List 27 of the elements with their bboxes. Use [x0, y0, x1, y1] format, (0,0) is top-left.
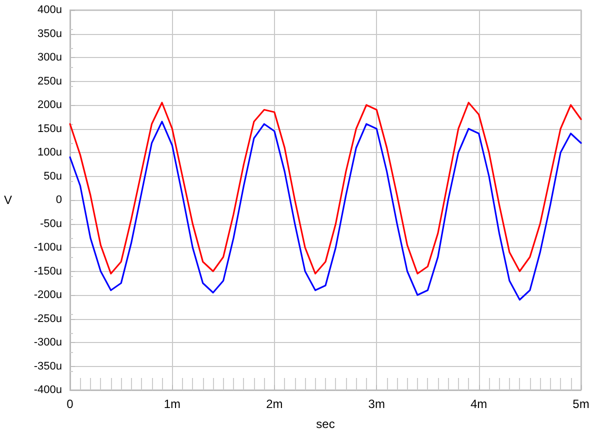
y-tick-label: 0 [56, 194, 62, 206]
y-tick-label: 100u [38, 146, 62, 158]
y-tick-label: 300u [38, 52, 62, 64]
y-tick-label: 150u [38, 122, 62, 135]
y-tick-label: 200u [38, 99, 62, 111]
y-tick-label: 50u [44, 170, 62, 182]
y-tick-label: -250u [34, 312, 62, 325]
x-axis-title: sec [316, 417, 335, 431]
y-tick-label: -50u [40, 218, 62, 230]
y-tick-label: -350u [34, 360, 62, 372]
x-tick-label: 4m [470, 397, 488, 411]
y-tick-label: 400u [38, 4, 62, 16]
x-tick-label: 0 [66, 397, 74, 411]
y-tick-label: -100u [34, 242, 62, 254]
y-tick-label: -150u [34, 265, 62, 278]
y-axis-title: V [4, 193, 12, 207]
line-series [69, 120, 582, 301]
y-tick-label: -200u [34, 289, 62, 301]
y-tick-label: 250u [38, 75, 62, 88]
x-tick-label: 5m [572, 397, 590, 411]
y-tick-label: -400u [34, 384, 62, 396]
line-series [69, 102, 582, 274]
y-tick-label: 350u [38, 28, 62, 40]
x-tick-label: 3m [368, 397, 385, 411]
x-tick-label: 1m [164, 397, 181, 411]
x-tick-label: 2m [266, 397, 283, 411]
y-tick-label: -300u [34, 336, 62, 348]
